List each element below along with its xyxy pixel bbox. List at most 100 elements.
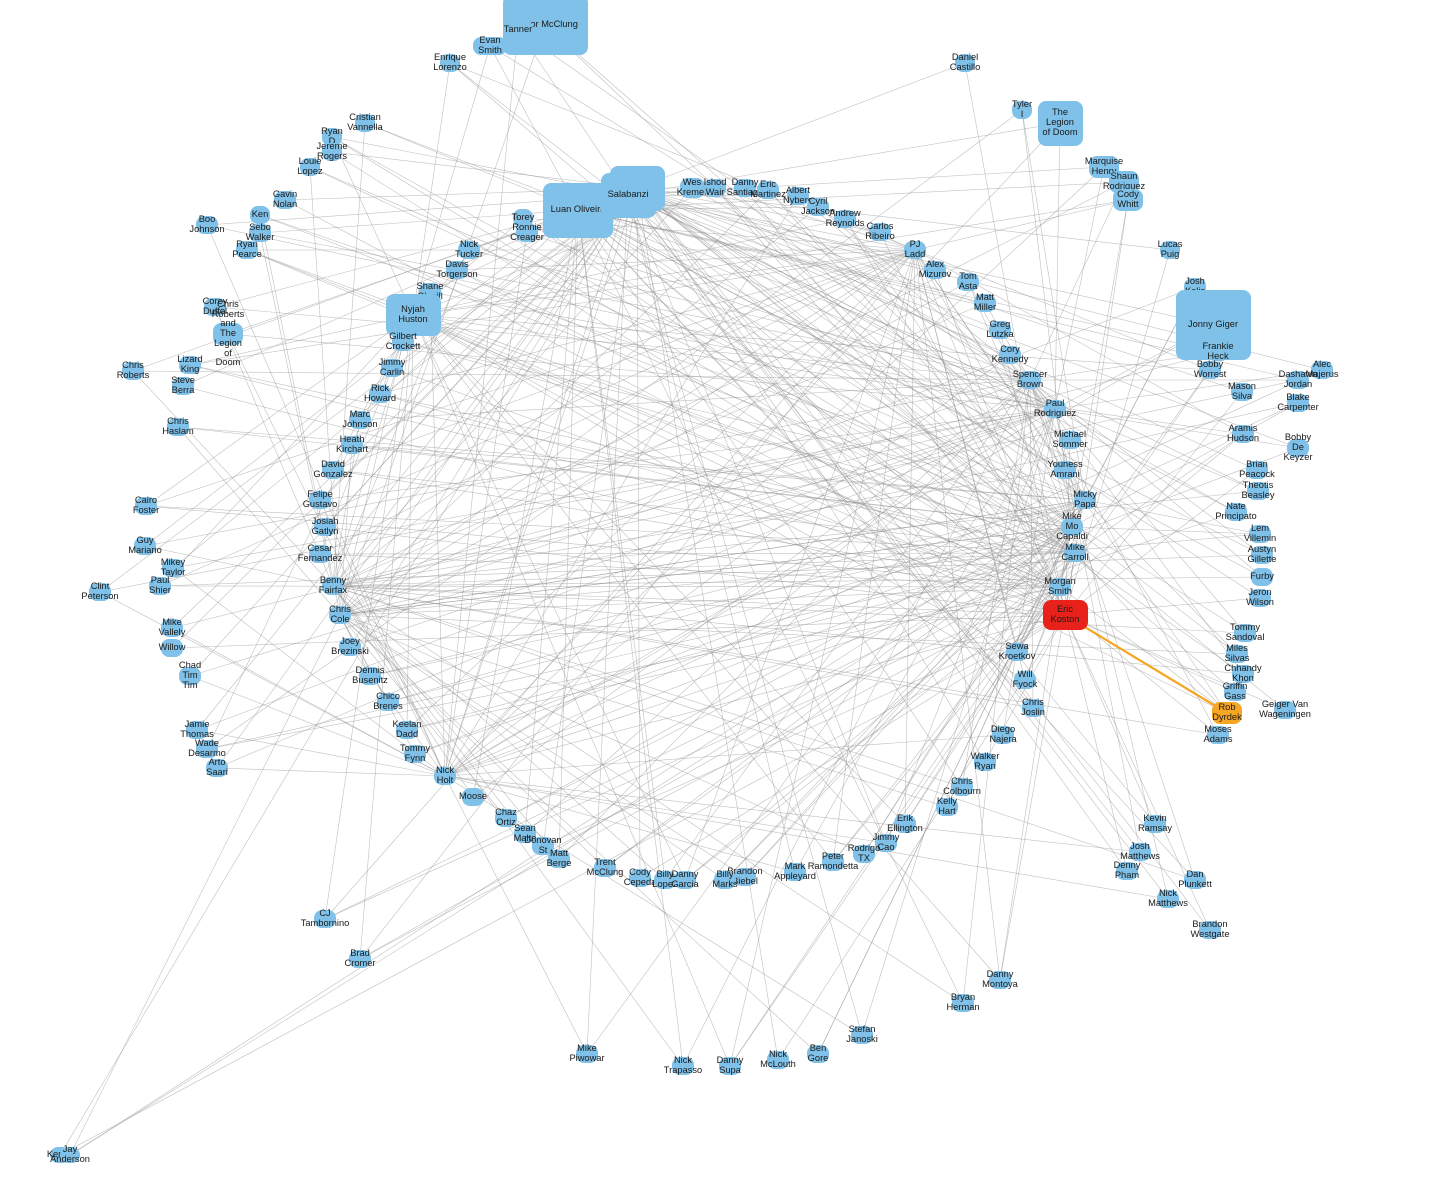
node-willow[interactable]: Willow — [161, 639, 183, 657]
node-ken[interactable]: Ken — [250, 206, 270, 224]
node-bobby-de-keyzer[interactable]: Bobby De Keyzer — [1287, 439, 1309, 457]
node-nate-principato[interactable]: Nate Principato — [1225, 503, 1247, 521]
node-will-fyock[interactable]: Will Fyock — [1014, 671, 1036, 689]
node-chris-colbourn[interactable]: Chris Colbourn — [951, 778, 973, 796]
node-arto-saari[interactable]: Arto Saari — [206, 759, 228, 777]
node-cairo-foster[interactable]: Cairo Foster — [135, 497, 157, 515]
node-nick-mclouth[interactable]: Nick McLouth — [767, 1051, 789, 1069]
node-lem-villemin[interactable]: Lem Villemin — [1249, 525, 1271, 543]
node-guy-mariano[interactable]: Guy Mariano — [134, 537, 156, 555]
node-morgan-smith[interactable]: Morgan Smith — [1049, 578, 1071, 596]
node-cyril-jackson[interactable]: Cyril Jackson — [807, 198, 829, 216]
node-blake-carpenter[interactable]: Blake Carpenter — [1287, 394, 1309, 412]
node-mike-mo-capaldi[interactable]: Mike Mo Capaldi — [1061, 518, 1083, 536]
node-nick-holt[interactable]: Nick Holt — [434, 767, 456, 785]
node-ryan-pearce[interactable]: Ryan Pearce — [236, 241, 258, 259]
node-brandon-westgate[interactable]: Brandon Westgate — [1199, 921, 1221, 939]
node-carlos-ribeiro[interactable]: Carlos Ribeiro — [869, 223, 891, 241]
node-rodrigo-tx[interactable]: Rodrigo TX — [853, 845, 875, 863]
node-furby[interactable]: Furby — [1251, 568, 1273, 586]
node-stefan-janoski[interactable]: Stefan Janoski — [851, 1026, 873, 1044]
node-tom-asta[interactable]: Tom Asta — [957, 273, 979, 291]
node-gavin-nolan[interactable]: Gavin Nolan — [274, 191, 296, 209]
node-billy-marks[interactable]: Billy Marks — [714, 871, 736, 889]
node-sewa-kroetkov[interactable]: Sewa Kroetkov — [1006, 643, 1028, 661]
node-sebo-walker[interactable]: Sebo Walker — [249, 224, 271, 242]
node-kelly-hart[interactable]: Kelly Hart — [936, 798, 958, 816]
node-mike-vallely[interactable]: Mike Vallely — [161, 619, 183, 637]
node-brian-peacock[interactable]: Brian Peacock — [1246, 461, 1268, 479]
node-danny-garcia[interactable]: Danny Garcia — [674, 871, 696, 889]
node-moses-adams[interactable]: Moses Adams — [1207, 726, 1229, 744]
node-evan-smith[interactable]: Evan Smith — [473, 37, 507, 55]
node-diego-najera[interactable]: Diego Najera — [992, 726, 1014, 744]
node-mark-appleyard[interactable]: Mark Appleyard — [784, 863, 806, 881]
node-spencer-brown[interactable]: Spencer Brown — [1019, 371, 1041, 389]
node-ronnie-creager[interactable]: Ronnie Creager — [516, 224, 538, 242]
node-nyjah-huston[interactable]: Nyjah Huston — [386, 294, 441, 336]
node-jereme-rogers[interactable]: Jereme Rogers — [322, 143, 342, 161]
node-cody-cepeda[interactable]: Cody Cepeda — [629, 869, 651, 887]
node-daniel-castillo[interactable]: Daniel Castillo — [955, 54, 975, 72]
node-nick-trapasso[interactable]: Nick Trapasso — [672, 1057, 694, 1075]
node-dashawn-jordan[interactable]: Dashawn Jordan — [1287, 371, 1309, 389]
node-gilbert-crockett[interactable]: Gilbert Crockett — [392, 333, 414, 351]
node-boo-johnson[interactable]: Boo Johnson — [196, 216, 218, 234]
node-rob-dyrdek[interactable]: Rob Dyrdek — [1212, 702, 1242, 724]
node-mike-piwowar[interactable]: Mike Piwowar — [576, 1045, 598, 1063]
node-danny-montoya[interactable]: Danny Montoya — [989, 971, 1011, 989]
node-wade-desarmo[interactable]: Wade Desarmo — [196, 740, 218, 758]
node-bryan-herman[interactable]: Bryan Herman — [952, 994, 974, 1012]
node-clint-peterson[interactable]: Clint Peterson — [89, 583, 111, 601]
node-chad-tim-tim[interactable]: Chad Tim Tim — [179, 667, 201, 685]
node-walker-ryan[interactable]: Walker Ryan — [974, 753, 996, 771]
node-cody-whitt[interactable]: Cody Whitt — [1113, 189, 1143, 211]
node-trent-mcclung[interactable]: Trent McClung — [594, 859, 616, 877]
node-chris-joslin[interactable]: Chris Joslin — [1022, 699, 1044, 717]
node-albert-nyberg[interactable]: Albert Nyberg — [787, 187, 809, 205]
node-jeron-wilson[interactable]: Jeron Wilson — [1249, 589, 1271, 607]
node-peter-ramondetta[interactable]: Peter Ramondetta — [822, 853, 844, 871]
node-ben-gore[interactable]: Ben Gore — [807, 1045, 829, 1063]
node-cesar-fernandez[interactable]: Cesar Fernandez — [309, 545, 331, 563]
node-dan-plunkett[interactable]: Dan Plunkett — [1184, 871, 1206, 889]
node-louie-lopez[interactable]: Louie Lopez — [300, 158, 320, 176]
node-dennis-busenitz[interactable]: Dennis Busenitz — [359, 667, 381, 685]
node-brad-cromer[interactable]: Brad Cromer — [349, 950, 371, 968]
node-chris-roberts-and-the-legion-of-doom[interactable]: Chris Roberts and The Legion of Doom — [213, 323, 243, 345]
node-jamie-thomas[interactable]: Jamie Thomas — [186, 721, 208, 739]
node-salabanzi[interactable]: Salabanzi — [601, 173, 656, 218]
node-mason-silva[interactable]: Mason Silva — [1231, 383, 1253, 401]
node-eric-martinez[interactable]: Eric Martinez — [757, 181, 779, 199]
node-geiger-van-wageningen[interactable]: Geiger Van Wageningen — [1274, 701, 1296, 719]
node-erik-ellington[interactable]: Erik Ellington — [894, 815, 916, 833]
node-joey-brezinski[interactable]: Joey Brezinski — [339, 638, 361, 656]
node-paul-shier[interactable]: Paul Shier — [149, 577, 171, 595]
node-tyler-i[interactable]: Tyler I — [1012, 101, 1032, 119]
node-griffin-gass[interactable]: Griffin Gass — [1224, 683, 1246, 701]
node-danny-supa[interactable]: Danny Supa — [719, 1057, 741, 1075]
node-lizard-king[interactable]: Lizard King — [179, 356, 201, 374]
node-aramis-hudson[interactable]: Aramis Hudson — [1232, 425, 1254, 443]
node-mikey-taylor[interactable]: Mikey Taylor — [162, 559, 184, 577]
node-austyn-gillette[interactable]: Austyn Gillette — [1251, 546, 1273, 564]
node-marc-johnson[interactable]: Marc Johnson — [349, 411, 371, 429]
node-alex-mizurov[interactable]: Alex Mizurov — [924, 261, 946, 279]
node-alec-majerus[interactable]: Alec Majerus — [1311, 361, 1333, 379]
node-lucas-puig[interactable]: Lucas Puig — [1160, 241, 1180, 259]
node-denny-pham[interactable]: Denny Pham — [1116, 862, 1138, 880]
node-tommy-sandoval[interactable]: Tommy Sandoval — [1234, 624, 1256, 642]
node-felipe-gustavo[interactable]: Felipe Gustavo — [309, 491, 331, 509]
node-paul-rodriguez[interactable]: Paul Rodriguez — [1044, 400, 1066, 418]
node-billy-lopez[interactable]: Billy Lopez — [654, 871, 676, 889]
node-jimmy-cao[interactable]: Jimmy Cao — [875, 834, 897, 852]
node-youness-amrani[interactable]: Youness Amrani — [1054, 461, 1076, 479]
node-matt-miller[interactable]: Matt Miller — [974, 294, 996, 312]
node-nick-tucker[interactable]: Nick Tucker — [458, 241, 480, 259]
node-nick-matthews[interactable]: Nick Matthews — [1157, 890, 1179, 908]
node-keelan-dadd[interactable]: Keelan Dadd — [396, 721, 418, 739]
node-matt-berge[interactable]: Matt Berge — [548, 850, 570, 868]
node-pj-ladd[interactable]: PJ Ladd — [904, 241, 926, 259]
node-heath-kirchart[interactable]: Heath Kirchart — [341, 436, 363, 454]
node-benny-fairfax[interactable]: Benny Fairfax — [322, 577, 344, 595]
